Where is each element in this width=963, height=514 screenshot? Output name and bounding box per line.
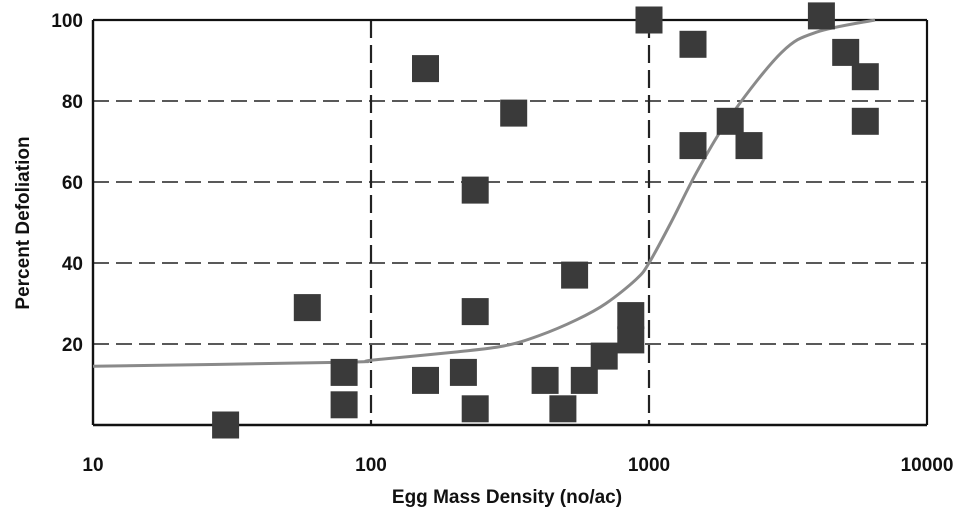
data-point <box>412 366 439 394</box>
data-point <box>330 358 358 386</box>
y-tick-label: 40 <box>62 254 83 275</box>
data-point <box>330 391 358 419</box>
data-point <box>561 261 589 289</box>
grid-lines <box>93 20 927 425</box>
tick-labels: 10 100 1000 10000 20 40 60 80 100 <box>51 11 953 476</box>
data-point <box>293 294 321 322</box>
fitted-curve-layer <box>92 18 876 368</box>
data-point <box>679 132 707 160</box>
data-point <box>617 302 645 330</box>
data-point <box>851 107 879 135</box>
x-tick-label: 100 <box>355 455 387 476</box>
x-tick-label: 1000 <box>628 455 670 476</box>
data-point <box>461 298 489 326</box>
y-tick-label: 100 <box>51 11 83 32</box>
data-point <box>531 366 559 394</box>
data-point <box>851 63 879 91</box>
data-point <box>635 6 663 34</box>
x-tick-label: 10 <box>82 455 103 476</box>
data-point <box>735 132 763 160</box>
data-point <box>212 411 240 439</box>
data-point <box>590 342 618 370</box>
data-point <box>679 30 707 58</box>
data-point <box>549 395 577 423</box>
data-point <box>832 38 860 66</box>
data-point <box>449 358 477 386</box>
data-point <box>716 107 744 135</box>
fitted-curve <box>92 18 876 368</box>
y-tick-label: 80 <box>62 92 83 113</box>
x-tick-label: 10000 <box>901 455 954 476</box>
y-axis-title: Percent Defoliation <box>13 136 34 309</box>
y-tick-label: 20 <box>62 335 83 356</box>
data-point <box>617 326 645 354</box>
data-points <box>212 2 879 439</box>
y-tick-label: 60 <box>62 173 83 194</box>
data-point <box>461 176 489 204</box>
data-point <box>412 55 439 83</box>
data-point <box>570 366 598 394</box>
data-point <box>461 395 489 423</box>
x-axis-title: Egg Mass Density (no/ac) <box>392 487 622 508</box>
data-point <box>500 99 528 127</box>
data-point <box>807 2 835 30</box>
